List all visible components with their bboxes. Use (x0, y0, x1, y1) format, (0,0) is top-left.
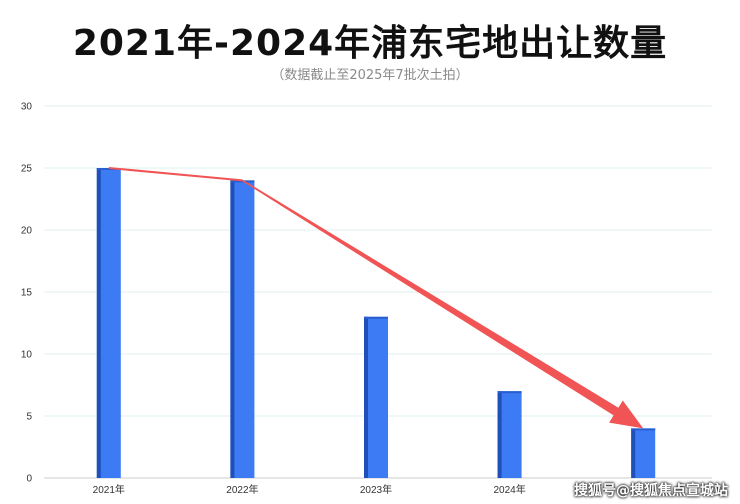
y-tick-label: 25 (21, 164, 33, 175)
y-tick-label: 5 (26, 412, 32, 423)
bar-cap (497, 391, 522, 394)
trend-segment (108, 167, 243, 182)
bar (497, 391, 522, 478)
bar (631, 428, 656, 478)
bars (96, 168, 656, 478)
y-tick-label: 15 (21, 288, 33, 299)
bar-shade (497, 391, 502, 478)
bar (96, 168, 121, 478)
bar-shade (364, 316, 368, 478)
bar-cap (364, 316, 388, 319)
y-tick-label: 10 (21, 350, 33, 361)
x-tick-label: 2024年 (493, 483, 525, 496)
x-tick-label: 2021年 (93, 483, 125, 496)
trend-arrow (108, 167, 644, 429)
bar (230, 180, 255, 478)
chart-title: 2021年-2024年浦东宅地出让数量 (72, 23, 668, 64)
bar-shade (230, 180, 235, 478)
bar-cap (631, 428, 656, 431)
y-tick-label: 20 (21, 226, 33, 237)
y-tick-label: 0 (26, 474, 32, 485)
trend-arrow-head (242, 179, 644, 429)
x-tick-label: 2022年 (226, 483, 258, 496)
bar-shade (96, 168, 101, 478)
bar-cap (230, 180, 255, 183)
x-tick-label: 2023年 (360, 483, 392, 496)
bar-shade (631, 428, 636, 478)
chart-subtitle: （数据截止至2025年7批次土拍） (271, 68, 469, 83)
y-tick-label: 30 (21, 102, 33, 113)
watermark: 搜狐号@搜狐焦点宣城站 (574, 483, 728, 499)
bar-body (497, 391, 522, 478)
bar (364, 316, 388, 478)
